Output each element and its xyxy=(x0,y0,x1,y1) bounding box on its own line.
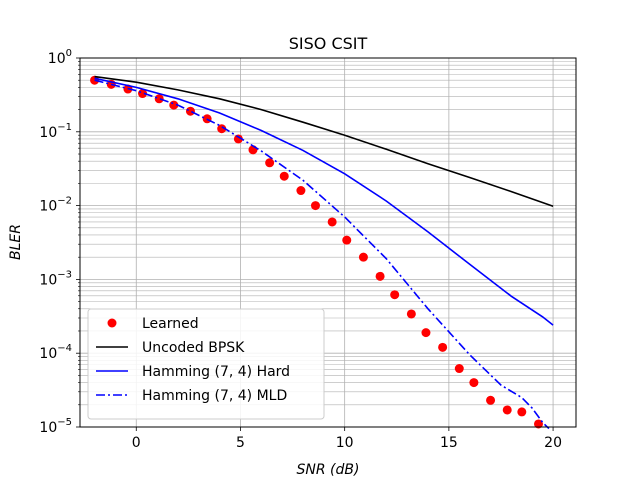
data-point xyxy=(533,419,543,429)
x-tick-label: 10 xyxy=(336,435,354,451)
legend-label: Uncoded BPSK xyxy=(142,340,245,356)
y-tick-base: 10 xyxy=(39,346,57,362)
y-tick-exponent: −5 xyxy=(57,417,72,428)
data-point xyxy=(265,158,275,168)
y-tick-exponent: 0 xyxy=(66,48,72,59)
data-point xyxy=(154,94,164,104)
y-tick-label: 100 xyxy=(48,48,72,67)
data-point xyxy=(342,235,352,245)
y-tick-label: 10−4 xyxy=(39,343,72,362)
x-tick-label: 15 xyxy=(440,435,458,451)
data-point xyxy=(327,217,337,227)
legend-item: Learned xyxy=(107,316,199,332)
y-tick-label: 10−5 xyxy=(39,417,72,436)
legend-box xyxy=(87,308,325,420)
data-point xyxy=(279,171,289,181)
data-point xyxy=(296,186,306,196)
legend-label: Hamming (7, 4) MLD xyxy=(142,388,287,404)
data-point xyxy=(375,271,385,281)
data-point xyxy=(438,342,448,352)
data-point xyxy=(454,364,464,374)
series-line-hamming-7-4-mld xyxy=(94,79,550,430)
legend-label: Learned xyxy=(142,316,199,332)
data-point xyxy=(310,201,320,211)
data-point xyxy=(358,252,368,262)
series-line-uncoded-bpsk xyxy=(94,75,554,207)
legend-marker xyxy=(107,318,117,328)
series-learned xyxy=(90,75,543,429)
y-tick-exponent: −2 xyxy=(57,196,72,207)
y-tick-label: 10−1 xyxy=(39,122,72,141)
y-axis-label: BLER xyxy=(8,224,24,260)
y-tick-base: 10 xyxy=(39,125,57,141)
y-tick-exponent: −3 xyxy=(57,269,72,280)
legend-item: Hamming (7, 4) MLD xyxy=(96,388,287,404)
chart-title: SISO CSIT xyxy=(289,34,368,53)
y-tick-exponent: −4 xyxy=(57,343,72,354)
y-tick-base: 10 xyxy=(39,272,57,288)
y-tick-base: 10 xyxy=(48,51,66,67)
data-point xyxy=(217,124,227,134)
y-tick-base: 10 xyxy=(39,420,57,436)
plot-frame xyxy=(79,57,577,428)
x-axis-label: SNR (dB) xyxy=(297,462,360,478)
x-tick-label: 20 xyxy=(544,435,562,451)
series-line-hamming-7-4-hard xyxy=(94,77,554,326)
data-point xyxy=(390,290,400,300)
data-point xyxy=(486,395,496,405)
legend-item: Hamming (7, 4) Hard xyxy=(96,364,290,380)
legend-label: Hamming (7, 4) Hard xyxy=(142,364,290,380)
data-point xyxy=(517,407,527,417)
data-point xyxy=(502,405,512,415)
data-point xyxy=(469,378,479,388)
x-tick-label: 5 xyxy=(236,435,245,451)
plot-series xyxy=(90,75,554,430)
data-point xyxy=(406,309,416,319)
y-tick-label: 10−2 xyxy=(39,196,72,215)
data-point xyxy=(90,75,100,85)
legend: Learned Uncoded BPSK Hamming (7, 4) Hard Ha… xyxy=(87,308,325,420)
legend-item: Uncoded BPSK xyxy=(96,340,245,356)
y-tick-label: 10−3 xyxy=(39,269,72,288)
y-tick-exponent: −1 xyxy=(57,122,72,133)
data-point xyxy=(421,328,431,338)
data-point xyxy=(233,134,243,144)
data-point xyxy=(185,106,195,116)
y-tick-base: 10 xyxy=(39,199,57,215)
x-tick-label: 0 xyxy=(132,435,141,451)
